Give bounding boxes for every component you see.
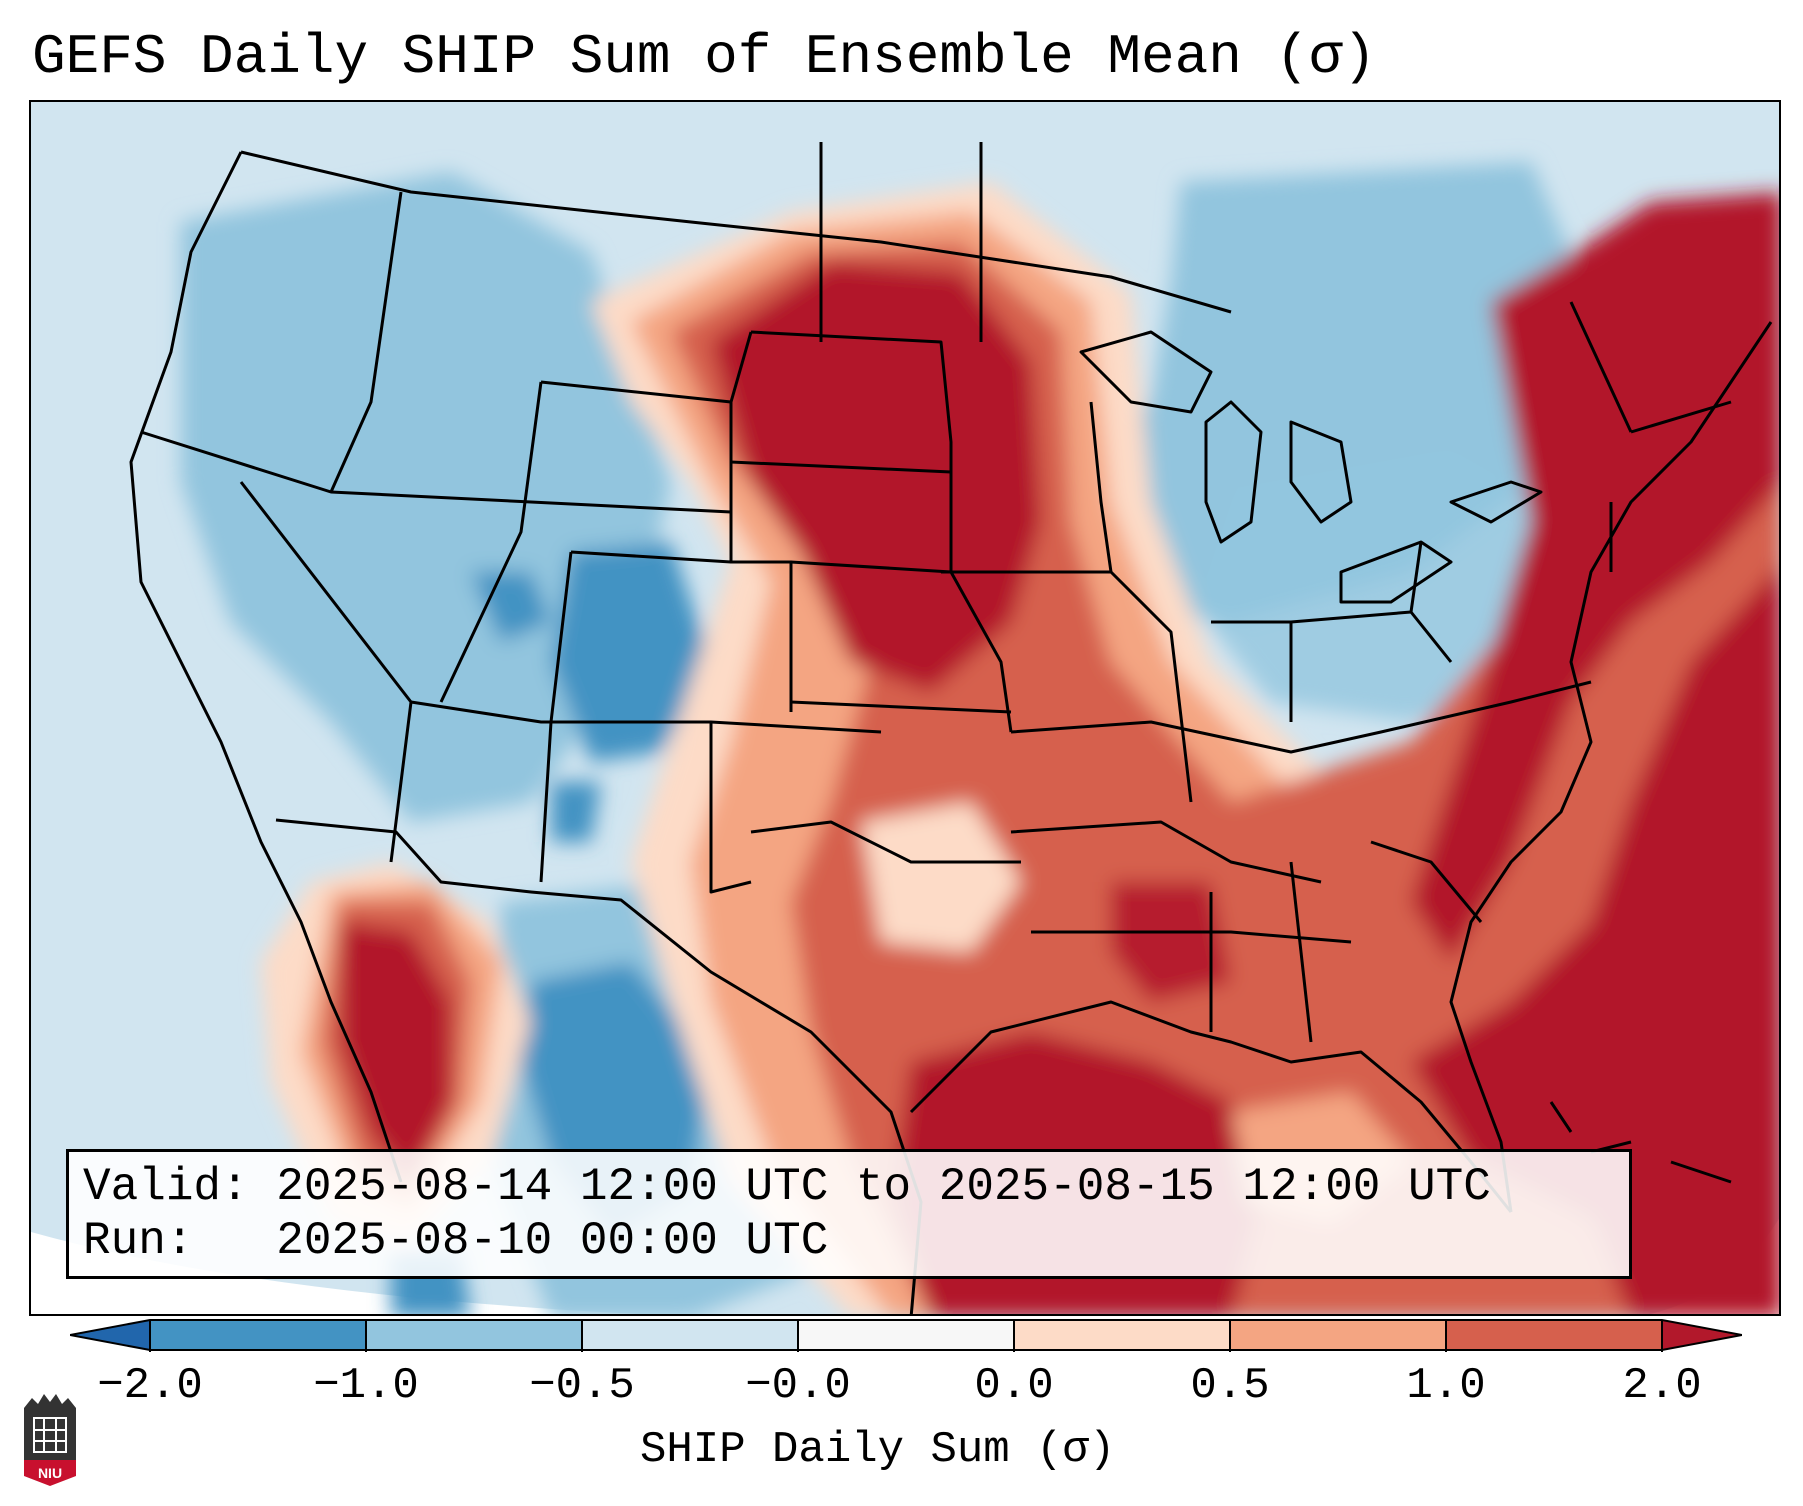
colorbar-segment [150,1320,366,1350]
map-panel[interactable] [29,100,1781,1316]
colorbar-segment [366,1320,582,1350]
colorbar-tick-label: −0.5 [529,1361,635,1411]
shading-field [181,162,1779,1314]
colorbar-label: SHIP Daily Sum (σ) [640,1425,1116,1475]
colorbar [70,1319,1742,1352]
colorbar-tick-label: −1.0 [313,1361,419,1411]
colorbar-segment [798,1320,1014,1350]
valid-time-text: Valid: 2025-08-14 12:00 UTC to 2025-08-1… [83,1161,1491,1213]
colorbar-segment [1014,1320,1230,1350]
colorbar-tick-label: −0.0 [745,1361,851,1411]
colorbar-tick-label: −2.0 [97,1361,203,1411]
projection-edge-left [31,1232,639,1314]
chart-title: GEFS Daily SHIP Sum of Ensemble Mean (σ) [32,25,1377,89]
colorbar-tick-label: 2.0 [1622,1361,1702,1411]
map-svg [31,102,1779,1314]
colorbar-tick-label: 0.0 [974,1361,1054,1411]
logo-text: NIU [38,1465,62,1481]
colorbar-tick-label: 0.5 [1190,1361,1270,1411]
niu-logo-icon: NIU [24,1394,76,1486]
colorbar-segment [582,1320,798,1350]
colorbar-tick-label: 1.0 [1406,1361,1486,1411]
colorbar-segment [1230,1320,1446,1350]
boundaries [129,142,1773,1314]
colorbar-segment [1446,1320,1662,1350]
run-time-text: Run: 2025-08-10 00:00 UTC [83,1215,829,1267]
info-box: Valid: 2025-08-14 12:00 UTC to 2025-08-1… [66,1149,1632,1279]
colorbar-extend-low [70,1320,150,1350]
colorbar-extend-high [1662,1320,1742,1350]
